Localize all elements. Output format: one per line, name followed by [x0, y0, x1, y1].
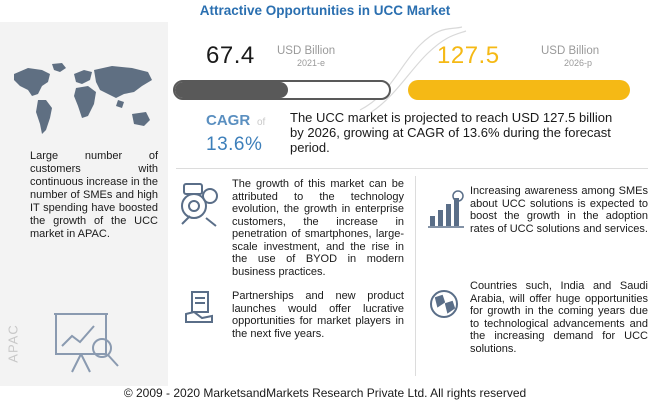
insight-countries: Countries such, India and Saudi Arabia, …	[470, 280, 648, 355]
globe-icon	[430, 290, 458, 318]
presentation-board-icon	[54, 313, 119, 373]
forecast-market-bar-fill	[408, 80, 630, 100]
cagr-of: of	[257, 117, 266, 128]
copyright-footer: © 2009 - 2020 MarketsandMarkets Research…	[123, 386, 527, 400]
apac-description: Large number of customers with continuou…	[30, 150, 158, 240]
world-map-icon	[14, 63, 152, 134]
region-label: APAC	[2, 322, 32, 362]
current-market-bar	[173, 80, 391, 100]
insight-sme-awareness: Increasing awareness among SMEs about UC…	[470, 185, 648, 235]
cagr-label: CAGR	[206, 112, 251, 129]
forecast-market-unit: USD Billion	[541, 45, 600, 57]
current-market-year: 2021-e	[297, 58, 326, 68]
growth-chart-icon	[428, 190, 464, 228]
technology-gears-icon	[181, 183, 218, 227]
forecast-market-year: 2026-p	[564, 58, 593, 68]
current-market-bar-fill	[175, 82, 289, 98]
infographic-title: Attractive Opportunities in UCC Market	[199, 3, 451, 18]
decorative-swoosh	[359, 26, 467, 114]
current-market-unit: USD Billion	[277, 45, 336, 57]
forecast-market-bar	[408, 80, 630, 100]
forecast-market-value: 127.5	[437, 42, 500, 69]
cagr-description: The UCC market is projected to reach USD…	[290, 110, 613, 155]
handshake-document-icon	[185, 291, 213, 323]
divider-horizontal	[176, 168, 648, 169]
left-panel: Large number of customers with continuou…	[0, 22, 168, 386]
current-market-value: 67.4	[206, 42, 255, 69]
insight-growth-factors: The growth of this market can be attribu…	[232, 178, 404, 278]
insight-partnerships: Partnerships and new product launches wo…	[232, 290, 404, 340]
cagr-value: 13.6%	[206, 134, 263, 155]
region-label-text: APAC	[5, 324, 21, 363]
divider-vertical	[415, 176, 416, 376]
